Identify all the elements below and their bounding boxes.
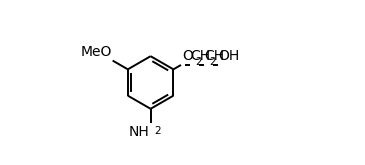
Text: 2: 2: [196, 57, 202, 67]
Text: 2: 2: [210, 57, 216, 67]
Text: 2: 2: [155, 126, 161, 136]
Text: MeO: MeO: [80, 45, 112, 59]
Text: CH: CH: [190, 49, 210, 63]
Text: CH: CH: [204, 49, 224, 63]
Text: O: O: [182, 49, 193, 63]
Text: OH: OH: [218, 49, 239, 63]
Text: NH: NH: [129, 125, 150, 139]
